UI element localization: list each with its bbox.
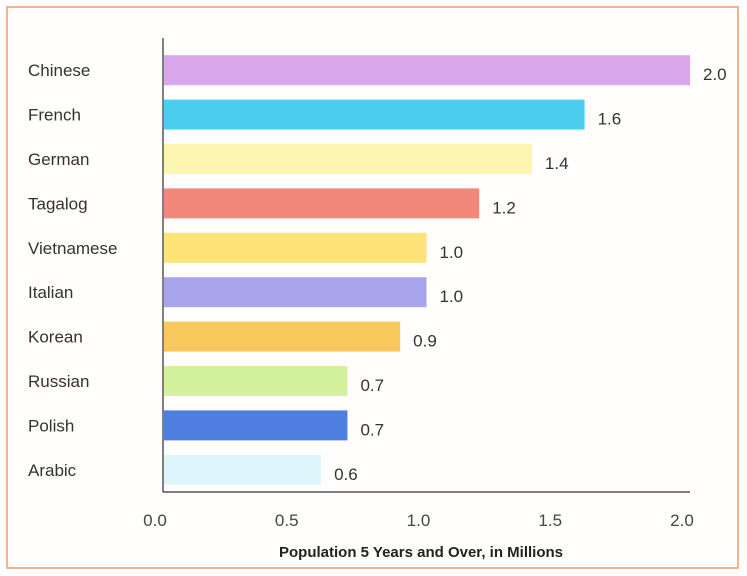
category-label-german: German [28,150,89,169]
value-label-german: 1.4 [545,154,569,173]
value-label-polish: 0.7 [360,420,384,439]
bar-italian [164,277,427,308]
category-label-arabic: Arabic [28,461,77,480]
value-label-chinese: 2.0 [703,65,727,84]
bar-korean [164,321,401,352]
category-label-korean: Korean [28,328,83,347]
x-axis-title: Population 5 Years and Over, in Millions [279,544,563,561]
category-label-french: French [28,106,81,125]
bar-german [164,144,532,174]
bar-tagalog [164,188,480,219]
x-tick-labels-group: 0.0 0.5 1.0 1.5 2.0 [143,511,694,530]
bars-group [164,55,690,485]
value-label-korean: 0.9 [413,332,437,351]
x-tick-label: 1.0 [407,511,431,530]
category-label-italian: Italian [28,283,73,302]
x-tick-label: 1.5 [538,511,562,530]
x-tick-label: 2.0 [670,511,694,530]
value-label-russian: 0.7 [360,376,384,395]
x-tick-label: 0.0 [143,511,167,530]
bar-arabic [164,454,322,485]
category-label-russian: Russian [28,372,89,391]
category-labels-group: Chinese French German Tagalog Vietnamese Ital… [28,61,117,480]
value-label-italian: 1.0 [440,287,464,306]
value-label-vietnamese: 1.0 [440,243,464,262]
category-label-tagalog: Tagalog [28,194,88,213]
value-labels-group: 2.0 1.6 1.4 1.2 1.0 1.0 0.9 0.7 0.7 0.6 [334,65,727,484]
category-label-vietnamese: Vietnamese [28,239,117,258]
bar-polish [164,410,348,441]
bar-french [164,99,585,130]
category-label-polish: Polish [28,416,74,435]
value-label-arabic: 0.6 [334,465,358,484]
bar-vietnamese [164,232,427,263]
bar-chinese [164,55,690,86]
value-label-french: 1.6 [598,110,622,129]
bar-russian [164,366,348,396]
value-label-tagalog: 1.2 [492,198,516,217]
category-label-chinese: Chinese [28,61,90,80]
x-tick-label: 0.5 [275,511,299,530]
